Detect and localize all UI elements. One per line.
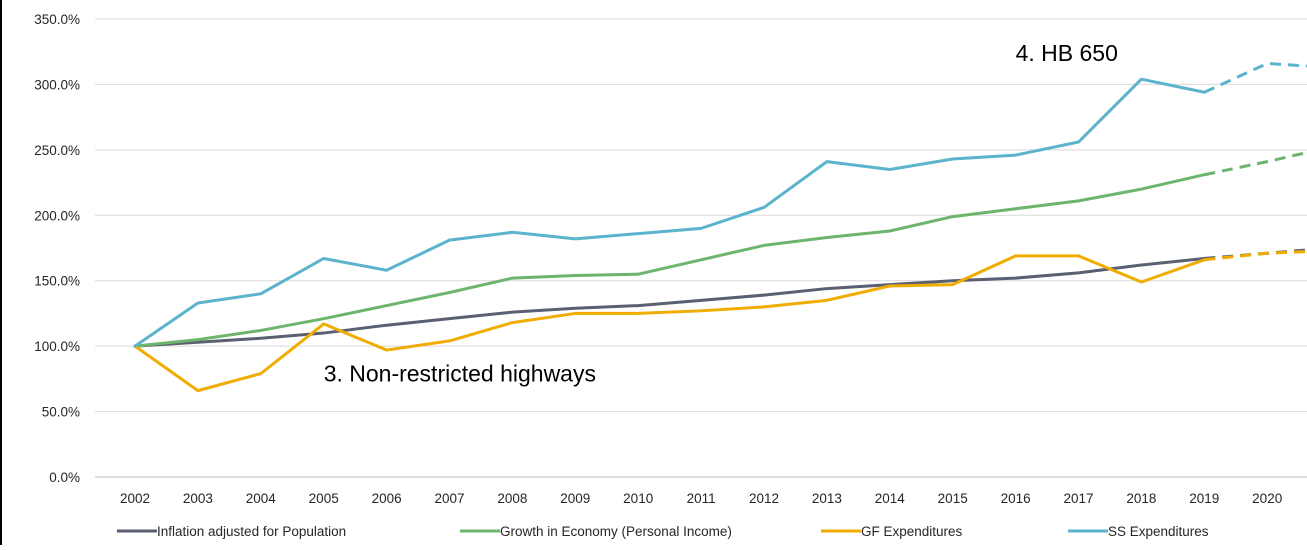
- series-line-actual: [133, 254, 1206, 393]
- legend-label: Growth in Economy (Personal Income): [500, 524, 732, 539]
- x-tick-label: 2011: [687, 491, 716, 506]
- gridlines: [95, 18, 1307, 478]
- series-line-projected: [1204, 250, 1307, 262]
- x-tick-label: 2008: [497, 491, 527, 506]
- y-tick-label: 350.0%: [34, 12, 80, 27]
- series-line-actual: [133, 256, 1206, 348]
- series-inflation-adjusted-for-population: [133, 248, 1307, 348]
- x-tick-label: 2013: [812, 491, 842, 506]
- series-line-actual: [133, 173, 1206, 348]
- x-tick-label: 2016: [1001, 491, 1031, 506]
- chart-annotation: 3. Non-restricted highways: [324, 360, 596, 386]
- y-tick-label: 100.0%: [34, 339, 80, 354]
- y-tick-label: 150.0%: [34, 274, 80, 289]
- x-tick-label: 2009: [560, 491, 590, 506]
- frame-left-border: [0, 0, 2, 545]
- x-tick-label: 2018: [1126, 491, 1156, 506]
- legend-item: Growth in Economy (Personal Income): [460, 524, 732, 539]
- x-tick-label: 2014: [875, 491, 906, 506]
- y-tick-label: 300.0%: [34, 77, 80, 92]
- y-tick-label: 200.0%: [34, 208, 80, 223]
- series-line-projected: [1203, 61, 1307, 94]
- x-tick-label: 2017: [1063, 491, 1093, 506]
- y-axis-tick-labels: 0.0% 50.0% 100.0% 150.0% 200.0% 250.0% 300.0% 3…: [34, 12, 80, 485]
- series-line-projected: [1203, 150, 1307, 177]
- series-growth-in-economy-personal-income: [133, 150, 1307, 348]
- x-tick-label: 2003: [183, 491, 213, 506]
- y-tick-label: 50.0%: [42, 405, 80, 420]
- legend-label: GF Expenditures: [861, 524, 963, 539]
- annotations: 3. Non-restricted highways 4. HB 650: [324, 40, 1118, 387]
- legend-item: Inflation adjusted for Population: [117, 524, 346, 539]
- x-tick-label: 2004: [246, 491, 277, 506]
- chart-annotation: 4. HB 650: [1016, 40, 1118, 66]
- y-tick-label: 0.0%: [49, 470, 80, 485]
- legend-label: SS Expenditures: [1108, 524, 1209, 539]
- series-line-projected: [1204, 248, 1307, 260]
- series-lines: [133, 61, 1307, 393]
- x-tick-label: 2012: [749, 491, 779, 506]
- legend-item: GF Expenditures: [821, 524, 963, 539]
- y-tick-label: 250.0%: [34, 143, 80, 158]
- series-ss-expenditures: [133, 61, 1307, 348]
- x-tick-label: 2015: [938, 491, 968, 506]
- legend-item: SS Expenditures: [1068, 524, 1209, 539]
- x-tick-label: 2007: [434, 491, 464, 506]
- x-tick-label: 2020: [1252, 491, 1282, 506]
- series-gf-expenditures: [133, 250, 1307, 393]
- x-tick-label: 2002: [120, 491, 150, 506]
- x-tick-label: 2006: [372, 491, 402, 506]
- x-axis-tick-labels: 2002 2003 2004 2005 2006 2007 2008 2009 2010 2011…: [120, 491, 1282, 506]
- legend-label: Inflation adjusted for Population: [157, 524, 346, 539]
- x-tick-label: 2010: [623, 491, 653, 506]
- x-tick-label: 2005: [309, 491, 339, 506]
- legend: Inflation adjusted for Population Growth …: [117, 524, 1209, 539]
- series-line-actual: [133, 77, 1206, 348]
- x-tick-label: 2019: [1189, 491, 1219, 506]
